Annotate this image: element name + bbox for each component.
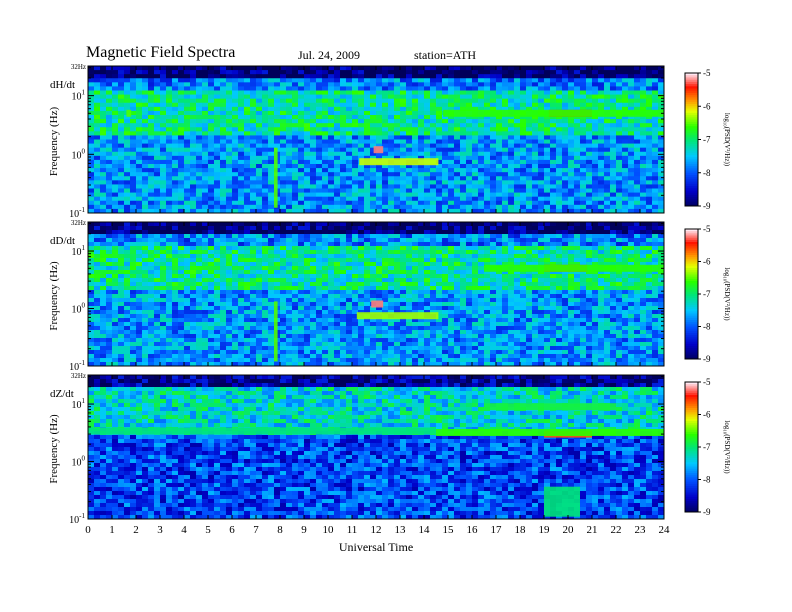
x-tick-label: 17	[491, 524, 503, 536]
y-tick-label: 10-1	[69, 359, 85, 373]
x-tick-label: 1	[109, 524, 115, 536]
colorbar: -5 -6 -7 -8 -9 log₁₀(PSD(V²/Hz))	[684, 68, 731, 211]
x-tick-label: 18	[515, 524, 527, 536]
spectrogram-cells	[88, 66, 665, 214]
x-tick-label: 0	[85, 524, 91, 536]
chart-title: Magnetic Field Spectra	[86, 44, 236, 61]
colorbar-tick-label: -5	[703, 68, 711, 78]
y-axis-label: Frequency (Hz)	[48, 414, 60, 484]
x-tick-label: 8	[277, 524, 283, 536]
x-tick-label: 21	[587, 524, 598, 536]
y-tick-label: 100	[72, 147, 86, 161]
spectral-feature	[436, 429, 664, 436]
spectral-feature	[126, 109, 132, 117]
x-tick-label: 7	[253, 524, 259, 536]
x-tick-label: 19	[539, 524, 551, 536]
y-tick-label: 100	[72, 302, 86, 316]
spectral-feature	[356, 312, 439, 320]
x-tick-label: 4	[181, 524, 187, 536]
x-tick-label: 3	[157, 524, 163, 536]
x-tick-label: 22	[611, 524, 622, 536]
colorbar-tick-label: -9	[703, 354, 711, 364]
y-axis-label: Frequency (Hz)	[48, 261, 60, 331]
colorbar: -5 -6 -7 -8 -9 log₁₀(PSD(V²/Hz))	[684, 224, 731, 364]
colorbar-tick-label: -7	[703, 442, 711, 452]
colorbar-tick-label: -9	[703, 201, 711, 211]
x-tick-label: 14	[419, 524, 431, 536]
x-tick-label: 10	[323, 524, 335, 536]
x-tick-label: 23	[635, 524, 647, 536]
date-label: Jul. 24, 2009	[298, 48, 361, 62]
colorbar-tick-label: -8	[703, 322, 711, 332]
spectral-feature	[88, 427, 436, 435]
spectral-feature	[359, 158, 439, 166]
colorbar-tick-label: -6	[703, 257, 711, 267]
colorbar-tick-label: -8	[703, 168, 711, 178]
spectral-feature	[484, 264, 664, 272]
spectral-feature	[443, 109, 664, 117]
spectrogram-cells	[88, 222, 665, 367]
spectral-feature	[371, 300, 384, 308]
colorbar-tick-label: -9	[703, 507, 711, 517]
colorbar-tick-label: -6	[703, 101, 711, 111]
spectral-feature	[544, 486, 580, 517]
x-tick-label: 5	[205, 524, 211, 536]
x-tick-label: 20	[563, 524, 575, 536]
y-tick-label: 10-1	[69, 512, 85, 526]
colorbar-tick-label: -5	[703, 224, 711, 234]
colorbar: -5 -6 -7 -8 -9 log₁₀(PSD(V²/Hz))	[684, 377, 731, 517]
colorbar-tick-label: -5	[703, 377, 711, 387]
x-tick-label: 24	[659, 524, 671, 536]
x-tick-label: 11	[347, 524, 358, 536]
panel-label: dZ/dt	[50, 388, 74, 400]
y-top-label: 32Hz	[71, 219, 86, 227]
colorbar-tick-label: -7	[703, 135, 711, 145]
y-axis-label: Frequency (Hz)	[48, 107, 60, 177]
panel-label: dH/dt	[50, 79, 75, 91]
x-tick-label: 15	[443, 524, 455, 536]
x-tick-label: 6	[229, 524, 235, 536]
y-top-label: 32Hz	[71, 372, 86, 380]
x-tick-label: 12	[371, 524, 382, 536]
x-tick-label: 2	[133, 524, 139, 536]
colorbar-tick-label: -7	[703, 289, 711, 299]
colorbar-tick-label: -6	[703, 410, 711, 420]
colorbar-tick-label: -8	[703, 475, 711, 485]
x-tick-label: 13	[395, 524, 407, 536]
spectral-feature	[274, 147, 278, 208]
spectrogram-panel-3: 10 1 100 10-1 32Hz dZ/dt Frequency (Hz) 0 1 2 3 4 5 6…	[48, 372, 731, 554]
spectral-feature	[373, 146, 384, 154]
y-top-label: 32Hz	[71, 63, 86, 71]
x-tick-label: 9	[301, 524, 307, 536]
colorbar-label: log₁₀(PSD(V²/Hz))	[723, 267, 731, 321]
spectral-feature	[484, 403, 616, 411]
colorbar-label: log₁₀(PSD(V²/Hz))	[723, 113, 731, 167]
y-tick-label: 10-1	[69, 206, 85, 220]
y-tick-label: 100	[72, 455, 86, 469]
x-tick-label: 16	[467, 524, 479, 536]
station-label: station=ATH	[414, 48, 477, 62]
x-axis-label: Universal Time	[339, 540, 413, 554]
spectral-feature	[274, 301, 278, 362]
colorbar-label: log₁₀(PSD(V²/Hz))	[723, 420, 731, 474]
panel-label: dD/dt	[50, 235, 75, 247]
